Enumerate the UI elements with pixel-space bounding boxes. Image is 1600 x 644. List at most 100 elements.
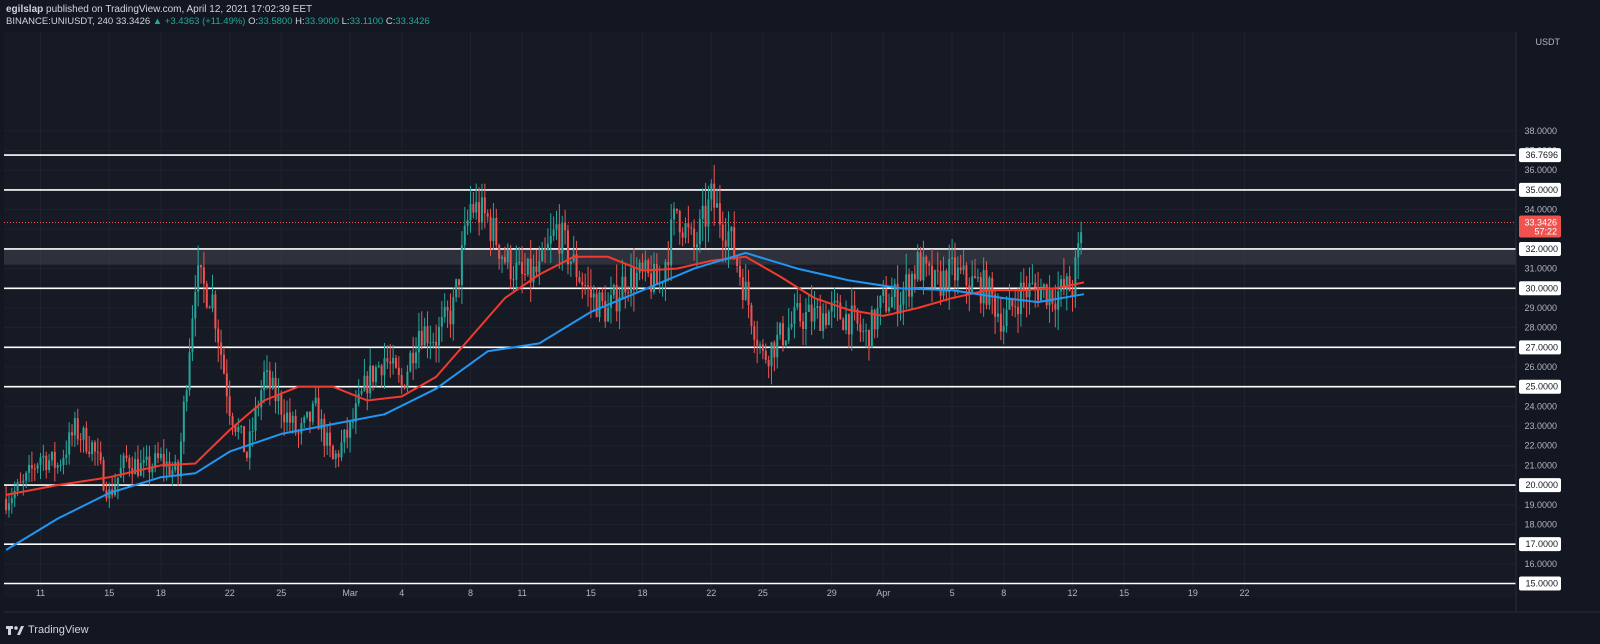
- candle-body: [698, 218, 701, 245]
- candle-body: [673, 208, 676, 220]
- candle-body: [509, 249, 512, 280]
- candle-body: [303, 417, 306, 423]
- candle-body: [836, 300, 839, 303]
- candle-body: [291, 415, 294, 423]
- candle-body: [793, 307, 796, 324]
- candle-body: [125, 455, 128, 458]
- candle-body: [82, 427, 85, 440]
- candle-body: [928, 263, 931, 266]
- price-tick-label: 22.0000: [1524, 441, 1557, 451]
- candle-body: [1011, 298, 1014, 307]
- candle-body: [781, 323, 784, 346]
- level-price-label: 36.7696: [1525, 150, 1558, 160]
- horizontal-levels[interactable]: [4, 154, 1516, 585]
- candle-body: [521, 261, 524, 274]
- bar-countdown: 57:22: [1534, 227, 1557, 237]
- candle-body: [604, 300, 607, 322]
- chart-header: egilslap published on TradingView.com, A…: [0, 0, 1600, 30]
- candle-body: [449, 310, 452, 325]
- candle-body: [859, 323, 862, 332]
- candle-body: [377, 365, 380, 368]
- candle-body: [506, 249, 509, 263]
- candle-body: [759, 344, 762, 346]
- price-tick-label: 23.0000: [1524, 421, 1557, 431]
- price-tick-label: 38.0000: [1524, 126, 1557, 136]
- candle-body: [584, 285, 587, 287]
- candle-body: [492, 218, 495, 241]
- level-price-badge: [1519, 182, 1561, 197]
- candle-body: [443, 307, 446, 318]
- last-price-value: 33.3426: [1524, 218, 1557, 228]
- candle-body: [311, 403, 314, 422]
- candle-body: [667, 261, 670, 266]
- candle-body: [867, 330, 870, 348]
- candle-body: [16, 482, 19, 491]
- candle-body: [1031, 282, 1034, 284]
- candle-body: [942, 270, 945, 296]
- candle-body: [33, 468, 36, 470]
- candle-body: [564, 222, 567, 231]
- date-tick-label: 22: [1239, 588, 1249, 598]
- candle-body: [902, 290, 905, 305]
- candle-body: [618, 297, 621, 312]
- candle-body: [991, 277, 994, 295]
- candle-body: [974, 276, 977, 279]
- candle-body: [65, 454, 68, 458]
- ohlc-legend: BINANCE:UNIUSDT, 240 33.3426 ▲ +3.4363 (…: [6, 16, 430, 27]
- symbol-label[interactable]: BINANCE:UNIUSDT, 240: [6, 16, 114, 27]
- candle-body: [1037, 287, 1040, 301]
- candle-body: [1005, 309, 1008, 327]
- candle-body: [39, 457, 42, 465]
- candle-body: [148, 456, 151, 473]
- candle-body: [446, 307, 449, 311]
- candle-body: [647, 260, 650, 274]
- candle-body: [122, 455, 125, 468]
- candle-body: [1025, 290, 1028, 298]
- candle-body: [13, 490, 16, 499]
- candle-body: [73, 418, 76, 436]
- candle-body: [374, 367, 377, 383]
- candle-body: [25, 472, 28, 481]
- level-price-badge: [1519, 340, 1561, 355]
- candle-body: [389, 361, 392, 364]
- candle-body: [922, 256, 925, 281]
- tradingview-logo[interactable]: TradingView: [6, 624, 89, 636]
- candle-body: [93, 442, 96, 452]
- candle-body: [544, 248, 547, 250]
- candle-body: [890, 296, 893, 308]
- candle-body: [761, 344, 764, 351]
- candle-body: [62, 457, 65, 465]
- high-value: 33.9000: [304, 16, 339, 27]
- candle-body: [721, 224, 724, 241]
- candle-body: [225, 373, 228, 397]
- candle-body: [738, 265, 741, 278]
- candle-body: [744, 281, 747, 300]
- candle-body: [664, 261, 667, 283]
- candle-body: [813, 307, 816, 322]
- price-tick-label: 26.0000: [1524, 362, 1557, 372]
- candle-body: [420, 330, 423, 346]
- date-tick-label: 11: [517, 588, 526, 598]
- time-axis[interactable]: 11 15 18 22 25 Mar 4 8 11 15 18 22 25 29 Apr 5 8 12 15 19 22: [4, 588, 1600, 613]
- candle-body: [271, 377, 274, 389]
- candle-body: [260, 390, 263, 408]
- level-price-label: 20.0000: [1525, 480, 1558, 490]
- level-price-badge: [1519, 241, 1561, 256]
- publish-text: published on TradingView.com, April 12, …: [46, 4, 313, 15]
- candle-body: [982, 270, 985, 304]
- candle-body: [300, 422, 303, 434]
- candle-body: [314, 397, 317, 404]
- candle-body: [136, 459, 139, 476]
- candle-body: [598, 292, 601, 317]
- candle-body: [873, 309, 876, 330]
- author-name[interactable]: egilslap: [6, 4, 44, 15]
- candle-body: [326, 432, 329, 446]
- candle-body: [128, 457, 131, 469]
- price-tick-label: 21.0000: [1524, 460, 1557, 470]
- price-tick-label: 18.0000: [1524, 519, 1557, 529]
- candle-body: [959, 267, 962, 271]
- candle-body: [627, 292, 630, 294]
- candle-body: [254, 407, 257, 432]
- price-axis[interactable]: USDT 16.0000 18.0000 19.0000 21.0000 22.0000 2…: [1515, 32, 1600, 612]
